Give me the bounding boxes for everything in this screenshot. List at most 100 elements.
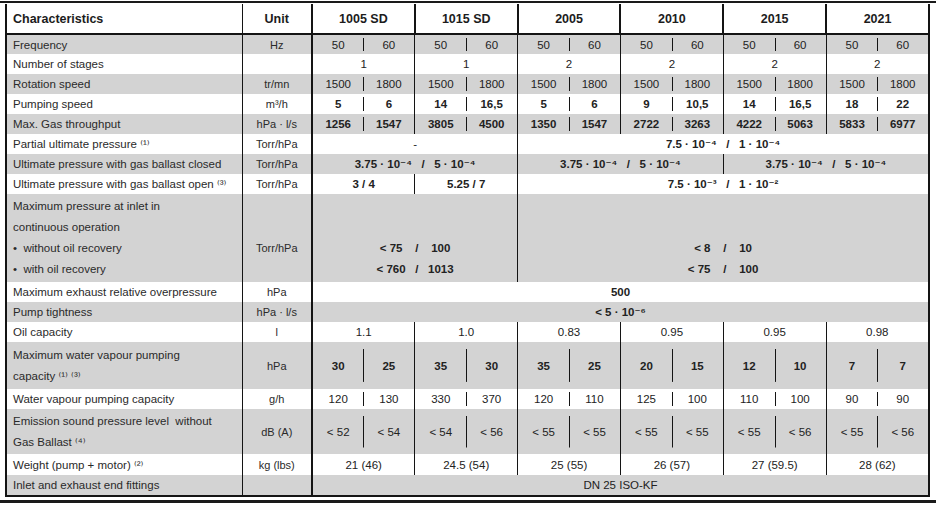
value-cell: 60	[877, 34, 929, 54]
table-row: Ultimate pressure with gas ballast close…	[6, 154, 929, 174]
value-cell: < 56	[877, 409, 929, 454]
unit-cell: g/h	[242, 389, 312, 409]
spec-table-body: FrequencyHz506050605060506050605060Numbe…	[6, 34, 929, 496]
value-cell: < 55	[672, 409, 723, 454]
value-cell: 1800	[466, 74, 517, 94]
value-cell: 60	[672, 34, 723, 54]
unit-cell: tr/mn	[242, 74, 312, 94]
value-cell: 7	[826, 342, 877, 389]
unit-cell: dB (A)	[242, 409, 312, 454]
value-cell: 1800	[363, 74, 414, 94]
table-row: Max. Gas throughputhPa · l/s125615473805…	[6, 114, 929, 134]
value-cell: 50	[415, 34, 466, 54]
value-cell: 1500	[826, 74, 877, 94]
table-row: Oil capacityl1.11.00.830.950.950.98	[6, 322, 929, 342]
value-cell: < 55	[723, 409, 774, 454]
value-cell: 5	[312, 94, 363, 114]
table-row: Maximum pressure at inlet incontinuous o…	[6, 194, 929, 282]
table-row: Emission sound pressure level withoutGas…	[6, 409, 929, 454]
value-cell: 330	[415, 389, 466, 409]
value-cell: < 55	[826, 409, 877, 454]
table-row: FrequencyHz506050605060506050605060	[6, 34, 929, 54]
row-label-line: • with oil recovery	[13, 259, 242, 280]
value-cell: 60	[363, 34, 414, 54]
page-bottom-rule	[0, 500, 936, 503]
table-row: Weight (pump + motor) ⁽²⁾kg (lbs)21 (46)…	[6, 454, 929, 475]
value-cell: 14	[723, 94, 774, 114]
table-row: Ultimate pressure with gas ballast open …	[6, 174, 929, 194]
col-header-model-1015sd: 1015 SD	[415, 4, 518, 34]
row-label-line: • without oil recovery	[13, 238, 242, 259]
table-row: Pump tightnesshPa · l/s< 5 · 10⁻⁶	[6, 302, 929, 322]
value-cell: 100	[672, 389, 723, 409]
value-cell: 5833	[826, 114, 877, 134]
row-label: Pump tightness	[6, 302, 242, 322]
value-cell: 1.0	[415, 322, 518, 342]
value-cell: 1800	[775, 74, 826, 94]
value-cell: 18	[826, 94, 877, 114]
value-line: < 75 / 100	[518, 259, 928, 280]
value-cell: 3805	[415, 114, 466, 134]
value-cell: 16,5	[466, 94, 517, 114]
unit-cell: Torr/hPa	[242, 194, 312, 282]
unit-cell: Torr/hPa	[242, 134, 312, 154]
unit-cell: hPa	[242, 282, 312, 302]
row-label: Maximum pressure at inlet incontinuous o…	[6, 194, 242, 282]
table-row: Inlet and exhaust end fittingsDN 25 ISO-…	[6, 475, 929, 496]
value-cell: < 56	[775, 409, 826, 454]
unit-cell	[242, 54, 312, 74]
row-label: Rotation speed	[6, 74, 242, 94]
row-label-line: capacity ⁽¹⁾ ⁽³⁾	[13, 366, 242, 387]
value-cell: 24.5 (54)	[415, 454, 518, 475]
value-cell: 50	[518, 34, 569, 54]
specs-table: Characteristics Unit 1005 SD 1015 SD 200…	[5, 4, 930, 497]
unit-cell: hPa	[242, 342, 312, 389]
row-label-line: Gas Ballast ⁽⁴⁾	[13, 432, 242, 453]
row-label-line: Maximum pressure at inlet in	[13, 196, 242, 217]
row-label: Frequency	[6, 34, 242, 54]
value-cell: 1500	[312, 74, 363, 94]
value-cell: 7	[877, 342, 929, 389]
value-line	[313, 217, 517, 238]
value-cell: 3.75 · 10⁻⁴ / 5 · 10⁻⁴	[518, 154, 724, 174]
value-cell: 7.5 · 10⁻³ / 1 · 10⁻²	[518, 174, 929, 194]
value-cell: < 55	[518, 409, 569, 454]
value-cell: 26 (57)	[620, 454, 723, 475]
table-row: Partial ultimate pressure ⁽¹⁾Torr/hPa-7.…	[6, 134, 929, 154]
value-cell: 50	[620, 34, 671, 54]
row-label: Inlet and exhaust end fittings	[6, 475, 242, 496]
value-cell: -	[312, 134, 518, 154]
value-cell: 370	[466, 389, 517, 409]
value-cell: 1500	[415, 74, 466, 94]
row-label: Partial ultimate pressure ⁽¹⁾	[6, 134, 242, 154]
value-cell: 120	[312, 389, 363, 409]
value-cell: < 56	[466, 409, 517, 454]
col-header-model-2021: 2021	[826, 4, 929, 34]
col-header-model-1005sd: 1005 SD	[312, 4, 415, 34]
value-cell: 1500	[620, 74, 671, 94]
unit-cell: Hz	[242, 34, 312, 54]
table-row: Rotation speedtr/mn150018001500180015001…	[6, 74, 929, 94]
value-cell: 3.75 · 10⁻⁴ / 5 · 10⁻⁴	[312, 154, 518, 174]
value-cell: 0.95	[723, 322, 826, 342]
value-cell: 110	[569, 389, 620, 409]
col-header-unit: Unit	[242, 4, 312, 34]
unit-line: Torr/hPa	[243, 238, 312, 259]
row-label: Number of stages	[6, 54, 242, 74]
value-cell: 0.98	[826, 322, 929, 342]
value-cell: 2	[723, 54, 826, 74]
row-label: Weight (pump + motor) ⁽²⁾	[6, 454, 242, 475]
value-cell: 21 (46)	[312, 454, 415, 475]
col-header-model-2015: 2015	[723, 4, 826, 34]
row-label-line: continuous operation	[13, 217, 242, 238]
row-label: Maximum exhaust relative overpressure	[6, 282, 242, 302]
value-cell: 25 (55)	[518, 454, 621, 475]
value-cell: 35	[415, 342, 466, 389]
value-cell: 2722	[620, 114, 671, 134]
value-cell: 35	[518, 342, 569, 389]
value-line: < 760 / 1013	[313, 259, 517, 280]
value-cell: 110	[723, 389, 774, 409]
value-cell: 3 / 4	[312, 174, 415, 194]
value-cell: 60	[466, 34, 517, 54]
row-label: Maximum water vapour pumpingcapacity ⁽¹⁾…	[6, 342, 242, 389]
